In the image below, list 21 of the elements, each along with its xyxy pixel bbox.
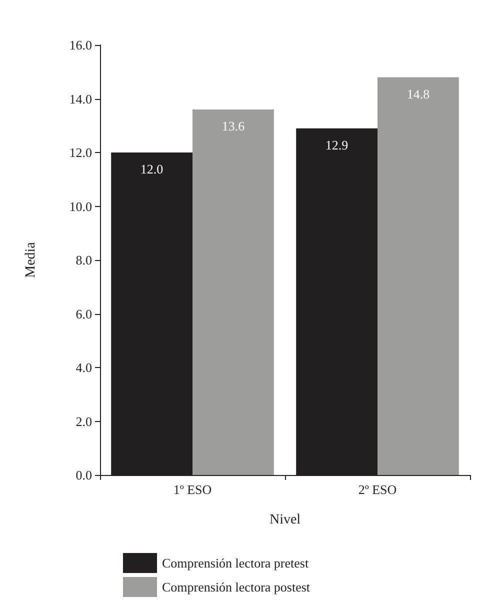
data-label: 12.9 (325, 137, 348, 152)
y-tick-label: 8.0 (76, 252, 92, 268)
legend-label: Comprensión lectora postest (162, 580, 310, 594)
y-tick-label: 6.0 (76, 306, 92, 322)
bar (192, 110, 274, 475)
bar (378, 77, 459, 475)
data-label: 14.8 (406, 86, 430, 102)
y-tick-label: 12.0 (69, 145, 92, 160)
y-tick-label: 14.0 (69, 91, 92, 106)
x-tick-label: 2º ESO (358, 482, 397, 497)
data-label: 13.6 (222, 118, 246, 134)
y-tick-label: 16.0 (69, 38, 92, 52)
data-label: 12.0 (140, 162, 164, 176)
y-tick-label: 10.0 (69, 198, 92, 214)
y-tick-label: 2.0 (76, 414, 92, 429)
x-axis-title: Nivel (269, 512, 301, 528)
legend-label: Comprensión lectora pretest (162, 556, 309, 570)
y-tick-label: 0.0 (76, 468, 92, 482)
y-tick-label: 4.0 (76, 360, 92, 375)
x-tick-label: 1º ESO (173, 482, 212, 497)
y-axis-title: Media (24, 241, 38, 278)
